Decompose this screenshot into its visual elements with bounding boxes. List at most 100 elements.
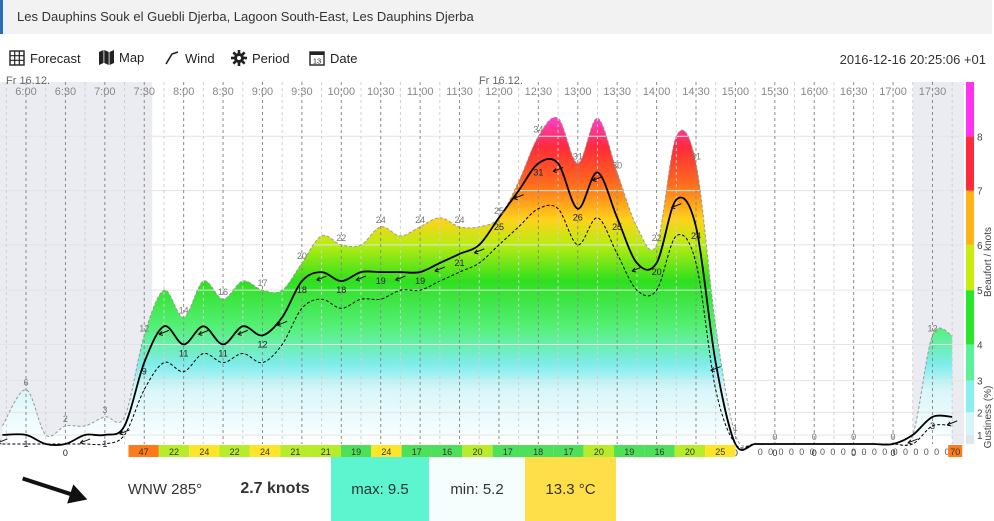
beaufort-band bbox=[966, 82, 974, 137]
beaufort-band bbox=[966, 136, 974, 191]
zero-label: 0 bbox=[924, 447, 929, 457]
direction-arrow bbox=[907, 438, 918, 445]
arrow-icon bbox=[22, 476, 88, 504]
gust-value-label: 0 bbox=[812, 432, 817, 442]
wind-value-label: 3 bbox=[930, 421, 935, 431]
period-button[interactable]: Period bbox=[231, 50, 290, 66]
wind-barb-icon bbox=[165, 51, 179, 65]
zero-label: 0 bbox=[779, 447, 784, 457]
gustiness-label: 20 bbox=[594, 447, 604, 457]
max-speed: max: 9.5 bbox=[331, 457, 429, 521]
y-axis-label-gustiness: Gustiness (%) bbox=[983, 386, 994, 449]
min-speed: min: 5.2 bbox=[429, 457, 525, 521]
zero-label: 0 bbox=[851, 447, 856, 457]
forecast-label: Forecast bbox=[30, 50, 81, 66]
beaufort-tick: 2 bbox=[977, 408, 983, 419]
gustiness-label: 24 bbox=[381, 447, 391, 457]
map-button[interactable]: Map bbox=[99, 50, 144, 65]
gust-value-label: 12 bbox=[927, 323, 937, 333]
location-header: Les Dauphins Souk el Guebli Djerba, Lago… bbox=[0, 0, 992, 34]
gustiness-cell bbox=[553, 445, 584, 457]
gust-value-label: 31 bbox=[573, 151, 583, 161]
zero-label: 0 bbox=[799, 447, 804, 457]
wind-value-label: 0 bbox=[891, 448, 896, 457]
toolbar: Forecast Map Wind Period 13 Date 2016-12… bbox=[0, 46, 994, 72]
wind-value-label: 9 bbox=[142, 367, 147, 377]
gustiness-label: 24 bbox=[199, 447, 209, 457]
beaufort-tick: 7 bbox=[977, 187, 983, 198]
wind-value-label: 21 bbox=[455, 258, 465, 268]
direction-arrow bbox=[198, 329, 209, 336]
zero-label: 0 bbox=[934, 447, 939, 457]
direction-arrow bbox=[79, 438, 91, 445]
gustiness-cell bbox=[401, 445, 432, 457]
forecast-button[interactable]: Forecast bbox=[9, 50, 81, 66]
time-label: 6:00 bbox=[15, 86, 36, 98]
day-label: Fr 16.12. bbox=[479, 75, 523, 87]
date-button[interactable]: 13 Date bbox=[309, 50, 357, 66]
direction-arrow bbox=[276, 320, 288, 327]
gustiness-cell bbox=[522, 445, 554, 457]
beaufort-tick: 6 bbox=[977, 241, 983, 252]
gustiness-cell bbox=[219, 445, 250, 457]
direction-arrow bbox=[946, 420, 958, 427]
wind-value-label: 11 bbox=[218, 348, 227, 358]
time-label: 10:30 bbox=[367, 86, 395, 98]
gustiness-label: 17 bbox=[563, 447, 573, 457]
period-label: Period bbox=[252, 50, 290, 66]
direction-arrow bbox=[355, 275, 367, 282]
direction-arrow bbox=[670, 203, 682, 210]
gustiness-label: 25 bbox=[715, 447, 725, 457]
map-label: Map bbox=[119, 50, 145, 65]
zero-label: 0 bbox=[789, 447, 794, 457]
gustiness-label: 21 bbox=[290, 447, 300, 457]
gustiness-cell bbox=[249, 445, 281, 457]
zero-label: 0 bbox=[758, 447, 763, 457]
gust-value-label: 12 bbox=[139, 323, 149, 333]
gustiness-cell bbox=[674, 445, 706, 457]
direction-arrow bbox=[395, 275, 406, 282]
zero-label: 0 bbox=[872, 447, 877, 457]
wind-value-label: 18 bbox=[336, 285, 346, 295]
wind-label: Wind bbox=[185, 50, 215, 66]
direction-arrow bbox=[237, 329, 248, 336]
direction-arrow bbox=[0, 438, 8, 445]
zero-label: 0 bbox=[768, 447, 773, 457]
direction-arrow bbox=[473, 248, 485, 255]
time-label: 12:30 bbox=[525, 86, 553, 98]
gustiness-cell-tail bbox=[948, 445, 963, 457]
gustiness-label: 22 bbox=[169, 447, 179, 457]
gust-value-label: 17 bbox=[257, 278, 267, 288]
gustiness-cell bbox=[492, 445, 523, 457]
wind-line bbox=[2, 158, 953, 451]
zero-label: 0 bbox=[893, 447, 898, 457]
gustiness-label: 19 bbox=[624, 447, 634, 457]
gustiness-label: 17 bbox=[503, 447, 513, 457]
gust-area bbox=[2, 117, 953, 447]
zero-label: 0 bbox=[862, 447, 867, 457]
wind-button[interactable]: Wind bbox=[164, 50, 215, 66]
time-label: 14:00 bbox=[643, 86, 671, 98]
gustiness-cell bbox=[128, 445, 159, 457]
wind-value-label: 0 bbox=[851, 448, 856, 457]
current-conditions: WNW 285° 2.7 knots max: 9.5 min: 5.2 13.… bbox=[0, 457, 994, 521]
time-label: 11:00 bbox=[407, 86, 434, 98]
wind-value-label: 11 bbox=[179, 348, 188, 358]
zero-label: 0 bbox=[944, 447, 949, 457]
direction-arrow bbox=[316, 275, 327, 282]
gust-value-label: 24 bbox=[415, 215, 425, 225]
gust-value-label: 31 bbox=[691, 151, 701, 161]
zero-label: 0 bbox=[882, 447, 887, 457]
direction-arrow bbox=[592, 176, 603, 182]
gustiness-label: 16 bbox=[442, 447, 452, 457]
zero-label: 0 bbox=[810, 447, 815, 457]
gustiness-cell bbox=[431, 445, 463, 457]
beaufort-band bbox=[966, 244, 974, 291]
gustiness-cell bbox=[340, 445, 372, 457]
direction-arrow bbox=[119, 429, 130, 436]
direction-arrow bbox=[158, 329, 170, 336]
beaufort-tick: 8 bbox=[977, 132, 983, 143]
wind-value-label: 0 bbox=[63, 448, 68, 457]
gust-value-label: 16 bbox=[218, 287, 228, 297]
wind-value-label: 12 bbox=[257, 339, 267, 349]
